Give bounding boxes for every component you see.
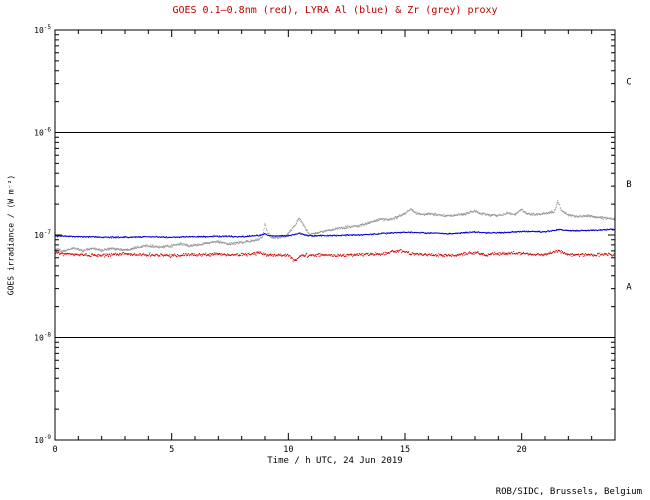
series-goes-0-1-0-8nm [54,249,616,262]
chart-title: GOES 0.1–0.8nm (red), LYRA Al (blue) & Z… [172,5,498,16]
series-lyra-zr-proxy [54,199,616,253]
y-tick-label: 10-5 [34,24,51,35]
x-tick-label: 20 [517,445,527,455]
x-axis-label: Time / h UTC, 24 Jun 2019 [267,456,403,466]
y-tick-label: 10-7 [34,229,51,240]
class-label-b: B [626,180,631,190]
credit-text: ROB/SIDC, Brussels, Belgium [495,487,642,497]
class-label-a: A [626,282,632,292]
y-axis-label: GOES irradiance / (W m⁻²) [6,174,16,296]
class-label-c: C [626,77,631,87]
y-tick-label: 10-8 [34,332,51,343]
x-tick-label: 5 [169,445,174,455]
plot-frame [54,29,616,441]
y-tick-label: 10-6 [34,127,51,138]
x-tick-label: 10 [283,445,293,455]
y-tick-label: 10-9 [34,434,51,445]
x-tick-label: 15 [400,445,410,455]
series-lyra-al-proxy [54,228,616,239]
x-tick-label: 0 [52,445,57,455]
